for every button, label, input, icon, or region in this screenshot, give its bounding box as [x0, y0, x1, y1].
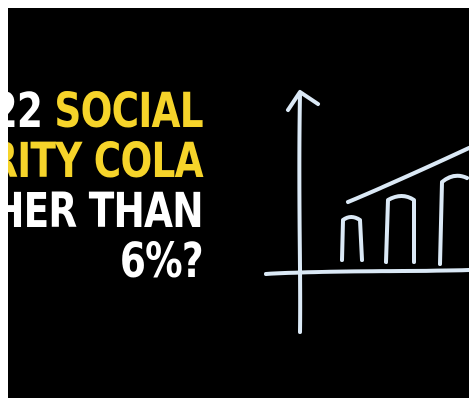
headline-year: 022	[8, 83, 43, 139]
headline-social: SOCIAL	[54, 83, 204, 139]
hand-drawn-bar-chart-icon	[264, 90, 469, 334]
bar-1	[340, 215, 364, 262]
trend-line	[346, 146, 469, 204]
bar-3	[438, 173, 469, 266]
headline-line-1: 022 SOCIAL	[8, 83, 204, 139]
thumbnail-frame: 022 SOCIAL URITY COLA GHER THAN 6%?	[8, 8, 469, 398]
headline-line-2: URITY COLA	[8, 133, 204, 189]
headline-line-3: GHER THAN	[8, 183, 204, 239]
axis-arrowhead	[286, 90, 320, 112]
horizontal-axis	[264, 268, 469, 276]
headline-line-4: 6%?	[120, 233, 204, 289]
vertical-axis	[297, 92, 303, 334]
bar-2	[384, 194, 416, 264]
headline: 022 SOCIAL URITY COLA GHER THAN 6%?	[8, 83, 204, 289]
